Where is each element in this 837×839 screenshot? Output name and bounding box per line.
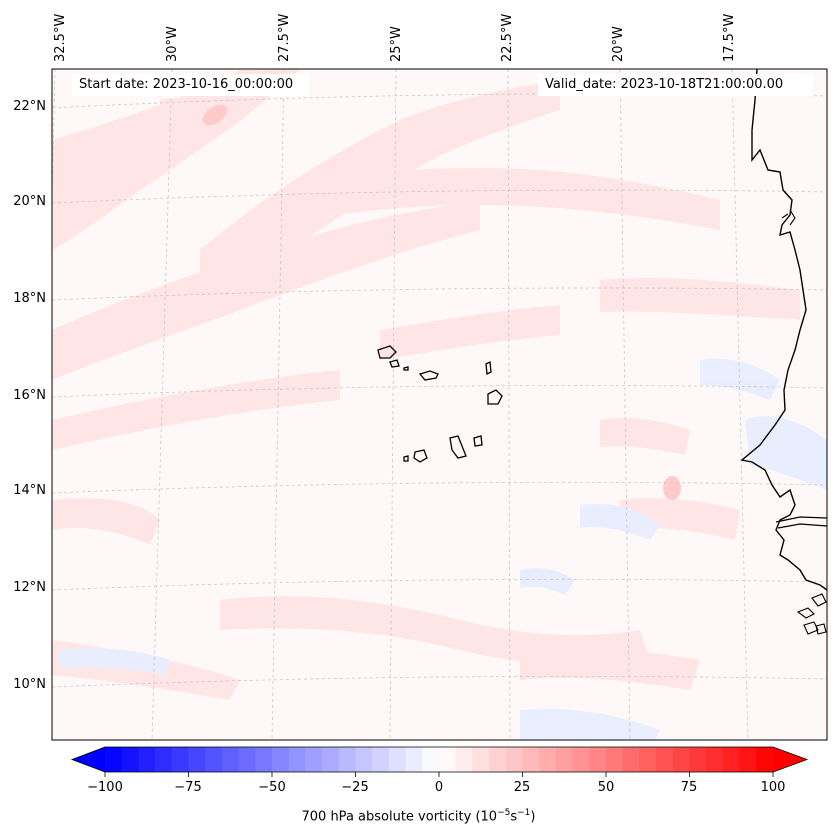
lon-label-20w: 20°W [611,26,626,62]
colorbar-segment [539,747,557,772]
colorbar-segment [756,747,774,772]
lon-label-17-5w: 17.5°W [722,13,737,62]
colorbar-min-extension [72,747,105,772]
island-sao-nicolau [418,370,439,381]
valid-date-label: Valid_date: 2023-10-18T21:00:00.00 [538,74,813,96]
island-sao-vicente [389,359,400,368]
colorbar-segment [706,747,724,772]
lat-label-12n: 12°N [13,580,46,595]
guinea-bissau-islands [796,593,827,635]
negative-vorticity-patches [60,358,827,740]
colorbar-segment [472,747,490,772]
colorbar-segment [305,747,323,772]
colorbar-segment [606,747,624,772]
colorbar-segment [522,747,540,772]
colorbar-segment [739,747,757,772]
colorbar-segment [656,747,674,772]
colorbar-tick-label: 25 [513,780,531,795]
island-boa-vista [487,389,503,405]
colorbar-segment [622,747,640,772]
island-brava [403,455,409,462]
gridlines [51,68,828,741]
lon-label-25w: 25°W [389,26,404,62]
colorbar-segment [639,747,657,772]
island-fogo [413,449,428,463]
lat-label-14n: 14°N [13,483,46,498]
island-santiago [449,435,467,459]
colorbar-segment [338,747,357,772]
colorbar-segment [505,747,524,772]
lon-label-32-5w: 32.5°W [53,13,68,62]
colorbar-segment [121,747,139,772]
island-santo-antao [377,345,397,359]
colorbar [70,746,809,777]
africa-coastline [740,68,828,591]
colorbar-segment [572,747,590,772]
colorbar-tick-label: 50 [597,780,615,795]
lon-label-22-5w: 22.5°W [500,13,515,62]
colorbar-segment [188,747,206,772]
colorbar-segment [272,747,290,772]
colorbar-segment [422,747,440,772]
colorbar-segment [322,747,340,772]
lon-label-27-5w: 27.5°W [277,13,292,62]
stronger-positive-spots [202,104,681,500]
colorbar-segment [405,747,423,772]
colorbar-tick-label: 100 [760,780,786,795]
colorbar-segment [355,747,373,772]
colorbar-tick-label: 0 [434,780,444,795]
colorbar-tick-label: −100 [87,780,123,795]
start-date-label: Start date: 2023-10-16_00:00:00 [72,74,309,96]
lat-label-16n: 16°N [13,388,46,403]
colorbar-segment [555,747,574,772]
colorbar-segment [155,747,173,772]
colorbar-title: 700 hPa absolute vorticity (10−5s−1) [301,808,536,825]
colorbar-segment [205,747,223,772]
lat-label-20n: 20°N [13,194,46,209]
lon-label-30w: 30°W [165,26,180,62]
island-sal [485,360,492,376]
colorbar-segment [672,747,691,772]
colorbar-segment [138,747,156,772]
cape-verde-islands [377,345,503,463]
lat-label-10n: 10°N [13,677,46,692]
colorbar-max-extension [773,747,807,772]
colorbar-segment [171,747,190,772]
colorbar-segment [455,747,473,772]
gambia-river-outline [775,516,828,529]
colorbar-tick-label: −25 [341,780,369,795]
island-santa-luzia [403,366,409,371]
colorbar-segment [689,747,707,772]
colorbar-segment [372,747,390,772]
colorbar-segment [722,747,741,772]
colorbar-segment [255,747,273,772]
lat-label-22n: 22°N [13,99,46,114]
colorbar-segment [439,747,457,772]
colorbar-tick-label: −50 [258,780,286,795]
map-frame [51,68,828,741]
colorbar-segment [589,747,607,772]
island-maio [473,435,483,447]
colorbar-segment [288,747,306,772]
colorbar-segment [221,747,240,772]
colorbar-tick-label: −75 [174,780,202,795]
colorbar-segment [105,747,123,772]
cape-verde-coast-detail [781,209,796,226]
colorbar-segment [238,747,256,772]
lat-label-18n: 18°N [13,291,46,306]
colorbar-segment [489,747,507,772]
colorbar-segment [388,747,407,772]
colorbar-tick-label: 75 [680,780,698,795]
